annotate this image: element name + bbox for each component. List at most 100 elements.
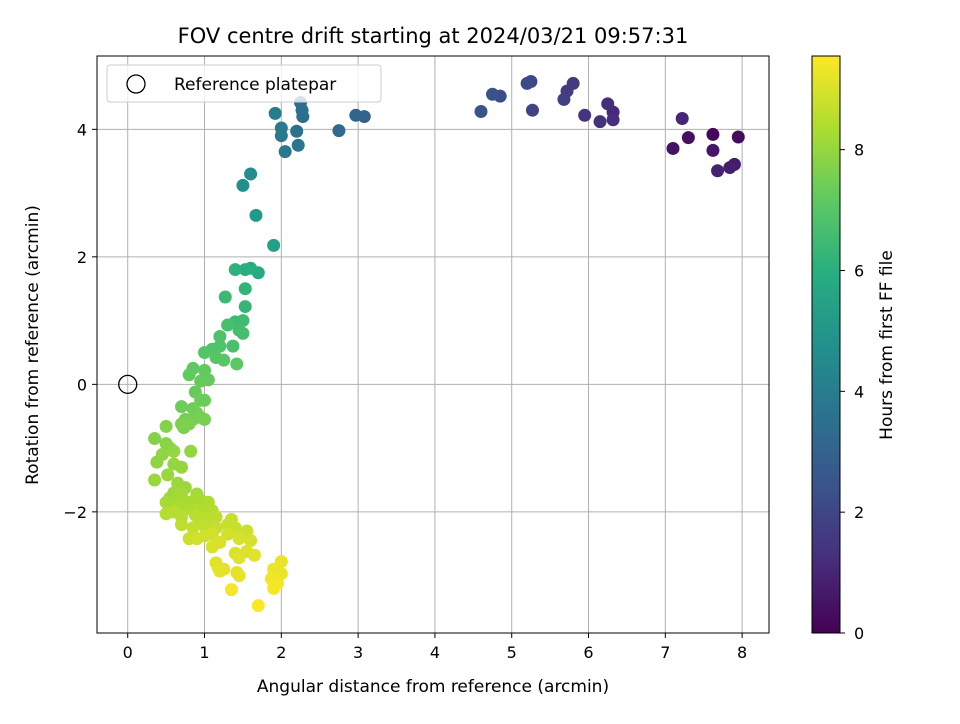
x-tick-label: 2 — [276, 643, 286, 662]
scatter-point — [213, 564, 227, 578]
scatter-point — [349, 108, 363, 122]
scatter-point — [267, 238, 281, 252]
scatter-point — [723, 161, 737, 175]
y-axis-label: Rotation from reference (arcmin) — [23, 205, 43, 485]
x-tick-label: 4 — [430, 643, 440, 662]
scatter-point — [593, 115, 607, 129]
scatter-point — [711, 164, 725, 178]
legend-label-reference: Reference platepar — [174, 75, 336, 95]
scatter-point — [148, 432, 162, 446]
scatter-point — [601, 97, 615, 111]
scatter-point — [201, 373, 215, 387]
scatter-point — [198, 393, 212, 407]
scatter-point — [213, 330, 227, 344]
scatter-point — [174, 487, 188, 501]
scatter-point — [332, 124, 346, 138]
scatter-point — [150, 455, 164, 469]
data-points — [148, 75, 745, 613]
scatter-point — [184, 444, 198, 458]
chart-title: FOV centre drift starting at 2024/03/21 … — [178, 24, 689, 48]
scatter-point — [148, 473, 162, 487]
scatter-point — [224, 583, 238, 597]
scatter-point — [274, 121, 288, 135]
scatter-point — [474, 104, 488, 118]
y-tick-label: 4 — [77, 120, 87, 139]
scatter-point — [232, 551, 246, 565]
scatter-point — [159, 419, 173, 433]
x-tick-label: 0 — [123, 643, 133, 662]
scatter-point — [236, 326, 250, 340]
colorbar-gradient — [811, 55, 841, 634]
scatter-point — [247, 548, 261, 562]
reference-platepar-marker — [118, 374, 138, 394]
scatter-point — [198, 519, 212, 533]
scatter-point — [217, 353, 231, 367]
scatter-point — [205, 527, 219, 541]
colorbar-label: Hours from first FF file — [877, 250, 897, 440]
scatter-point — [238, 300, 252, 314]
plot-background — [97, 56, 769, 633]
scatter-point — [228, 263, 242, 277]
scatter-point — [666, 141, 680, 155]
scatter-point — [218, 290, 232, 304]
scatter-point — [159, 495, 173, 509]
x-tick-label: 6 — [583, 643, 593, 662]
scatter-point — [238, 282, 252, 296]
x-tick-label: 5 — [507, 643, 517, 662]
scatter-point — [606, 113, 620, 127]
x-axis-label: Angular distance from reference (arcmin) — [257, 677, 609, 697]
scatter-point — [182, 368, 196, 382]
legend-box — [106, 64, 382, 103]
scatter-point — [267, 581, 281, 595]
scatter-point — [268, 106, 282, 120]
colorbar-tick-label: 2 — [854, 503, 864, 522]
scatter-point — [232, 532, 246, 546]
colorbar-tick-label: 4 — [854, 382, 864, 401]
scatter-point — [226, 339, 240, 353]
scatter-point — [205, 540, 219, 554]
colorbar-tick-label: 8 — [854, 141, 864, 160]
scatter-point — [675, 111, 689, 125]
plot-frame — [96, 55, 770, 634]
scatter-point — [198, 345, 212, 359]
legend-marker-reference — [126, 74, 146, 94]
legend: Reference platepar — [106, 64, 382, 103]
x-tick-label: 3 — [353, 643, 363, 662]
scatter-point — [161, 468, 175, 482]
scatter-point — [681, 131, 695, 145]
scatter-point — [230, 357, 244, 371]
scatter-point — [296, 110, 310, 124]
x-tick-label: 8 — [737, 643, 747, 662]
scatter-point — [486, 87, 500, 101]
scatter-point — [167, 444, 181, 458]
scatter-point — [209, 510, 223, 524]
scatter-point — [221, 527, 235, 541]
scatter-point — [731, 130, 745, 144]
scatter-point — [174, 460, 188, 474]
scatter-point — [525, 103, 539, 117]
scatter-point — [706, 143, 720, 157]
scatter-point — [249, 208, 263, 222]
scatter-point — [244, 534, 258, 548]
x-tick-label: 7 — [660, 643, 670, 662]
colorbar-ticks: 0 2 4 6 8 — [840, 141, 864, 643]
scatter-point — [291, 138, 305, 152]
scatter-point — [174, 518, 188, 532]
scatter-point — [244, 167, 258, 181]
scatter-point — [221, 318, 235, 332]
scatter-point — [578, 108, 592, 122]
y-tick-label: −2 — [63, 503, 87, 522]
scatter-point — [238, 263, 252, 277]
scatter-point — [520, 76, 534, 90]
scatter-point — [232, 569, 246, 583]
scatter-point — [198, 412, 212, 426]
scatter-point — [557, 92, 571, 106]
scatter-point — [177, 421, 191, 435]
colorbar-tick-label: 0 — [854, 624, 864, 643]
scatter-point — [290, 124, 304, 138]
y-tick-label: 2 — [77, 248, 87, 267]
scatter-point — [251, 599, 265, 613]
colorbar: 0 2 4 6 8 Hours from first FF file — [811, 55, 897, 643]
x-tick-label: 1 — [199, 643, 209, 662]
scatter-point — [174, 400, 188, 414]
